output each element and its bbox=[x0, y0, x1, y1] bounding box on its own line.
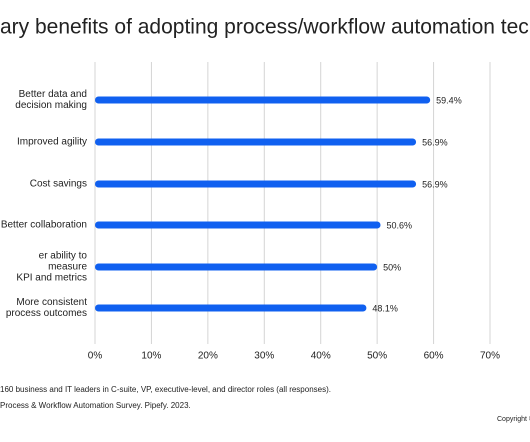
y-tick-label: Better data and decision making bbox=[15, 89, 87, 111]
value-label: 50.6% bbox=[387, 220, 413, 230]
x-tick-label: 60% bbox=[424, 351, 444, 362]
value-label: 59.4% bbox=[436, 95, 462, 105]
y-tick-label: Better collaboration bbox=[0, 219, 87, 231]
x-tick-label: 50% bbox=[367, 351, 387, 362]
x-tick-label: 30% bbox=[254, 351, 274, 362]
x-tick-label: 70% bbox=[480, 351, 500, 362]
y-tick-label: Improved agility bbox=[16, 136, 87, 148]
value-label: 50% bbox=[383, 262, 401, 272]
y-tick-label: More consistent process outcomes bbox=[5, 297, 87, 319]
y-tick-label: er ability to measure KPI and metrics bbox=[16, 250, 87, 284]
y-tick-label: Cost savings bbox=[29, 178, 87, 190]
chart-title: ary benefits of adopting process/workflo… bbox=[0, 16, 530, 39]
value-label: 48.1% bbox=[372, 303, 398, 313]
x-tick-label: 20% bbox=[198, 351, 218, 362]
x-tick-label: 10% bbox=[141, 351, 161, 362]
note: 160 business and IT leaders in C-suite, … bbox=[0, 385, 331, 394]
value-label: 56.9% bbox=[422, 179, 448, 189]
copyright: Copyright © bbox=[497, 415, 530, 423]
note: Process & Workflow Automation Survey. Pi… bbox=[0, 401, 191, 410]
value-label: 56.9% bbox=[422, 137, 448, 147]
x-tick-label: 0% bbox=[88, 351, 103, 362]
x-tick-label: 40% bbox=[311, 351, 331, 362]
